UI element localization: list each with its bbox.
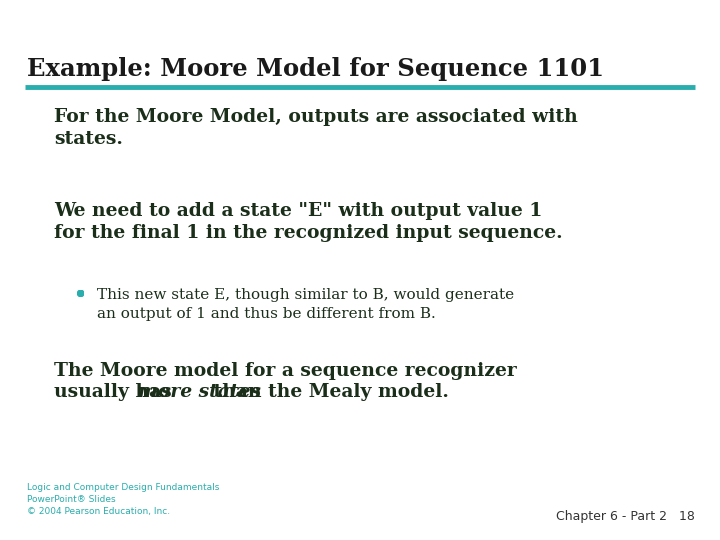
Text: states.: states. xyxy=(54,130,123,147)
Text: The Moore model for a sequence recognizer: The Moore model for a sequence recognize… xyxy=(54,362,517,380)
Text: Chapter 6 - Part 2   18: Chapter 6 - Part 2 18 xyxy=(556,510,695,523)
Text: for the final 1 in the recognized input sequence.: for the final 1 in the recognized input … xyxy=(54,224,562,242)
Text: Logic and Computer Design Fundamentals
PowerPoint® Slides
© 2004 Pearson Educati: Logic and Computer Design Fundamentals P… xyxy=(27,483,220,516)
Text: For the Moore Model, outputs are associated with: For the Moore Model, outputs are associa… xyxy=(54,108,577,126)
Text: This new state E, though similar to B, would generate
an output of 1 and thus be: This new state E, though similar to B, w… xyxy=(97,288,514,321)
Circle shape xyxy=(78,290,84,296)
Text: We need to add a state "E" with output value 1: We need to add a state "E" with output v… xyxy=(54,202,542,220)
Text: usually has: usually has xyxy=(54,383,178,401)
Text: more states: more states xyxy=(138,383,261,401)
Text: than the Mealy model.: than the Mealy model. xyxy=(207,383,449,401)
Text: Example: Moore Model for Sequence 1101: Example: Moore Model for Sequence 1101 xyxy=(27,57,604,80)
